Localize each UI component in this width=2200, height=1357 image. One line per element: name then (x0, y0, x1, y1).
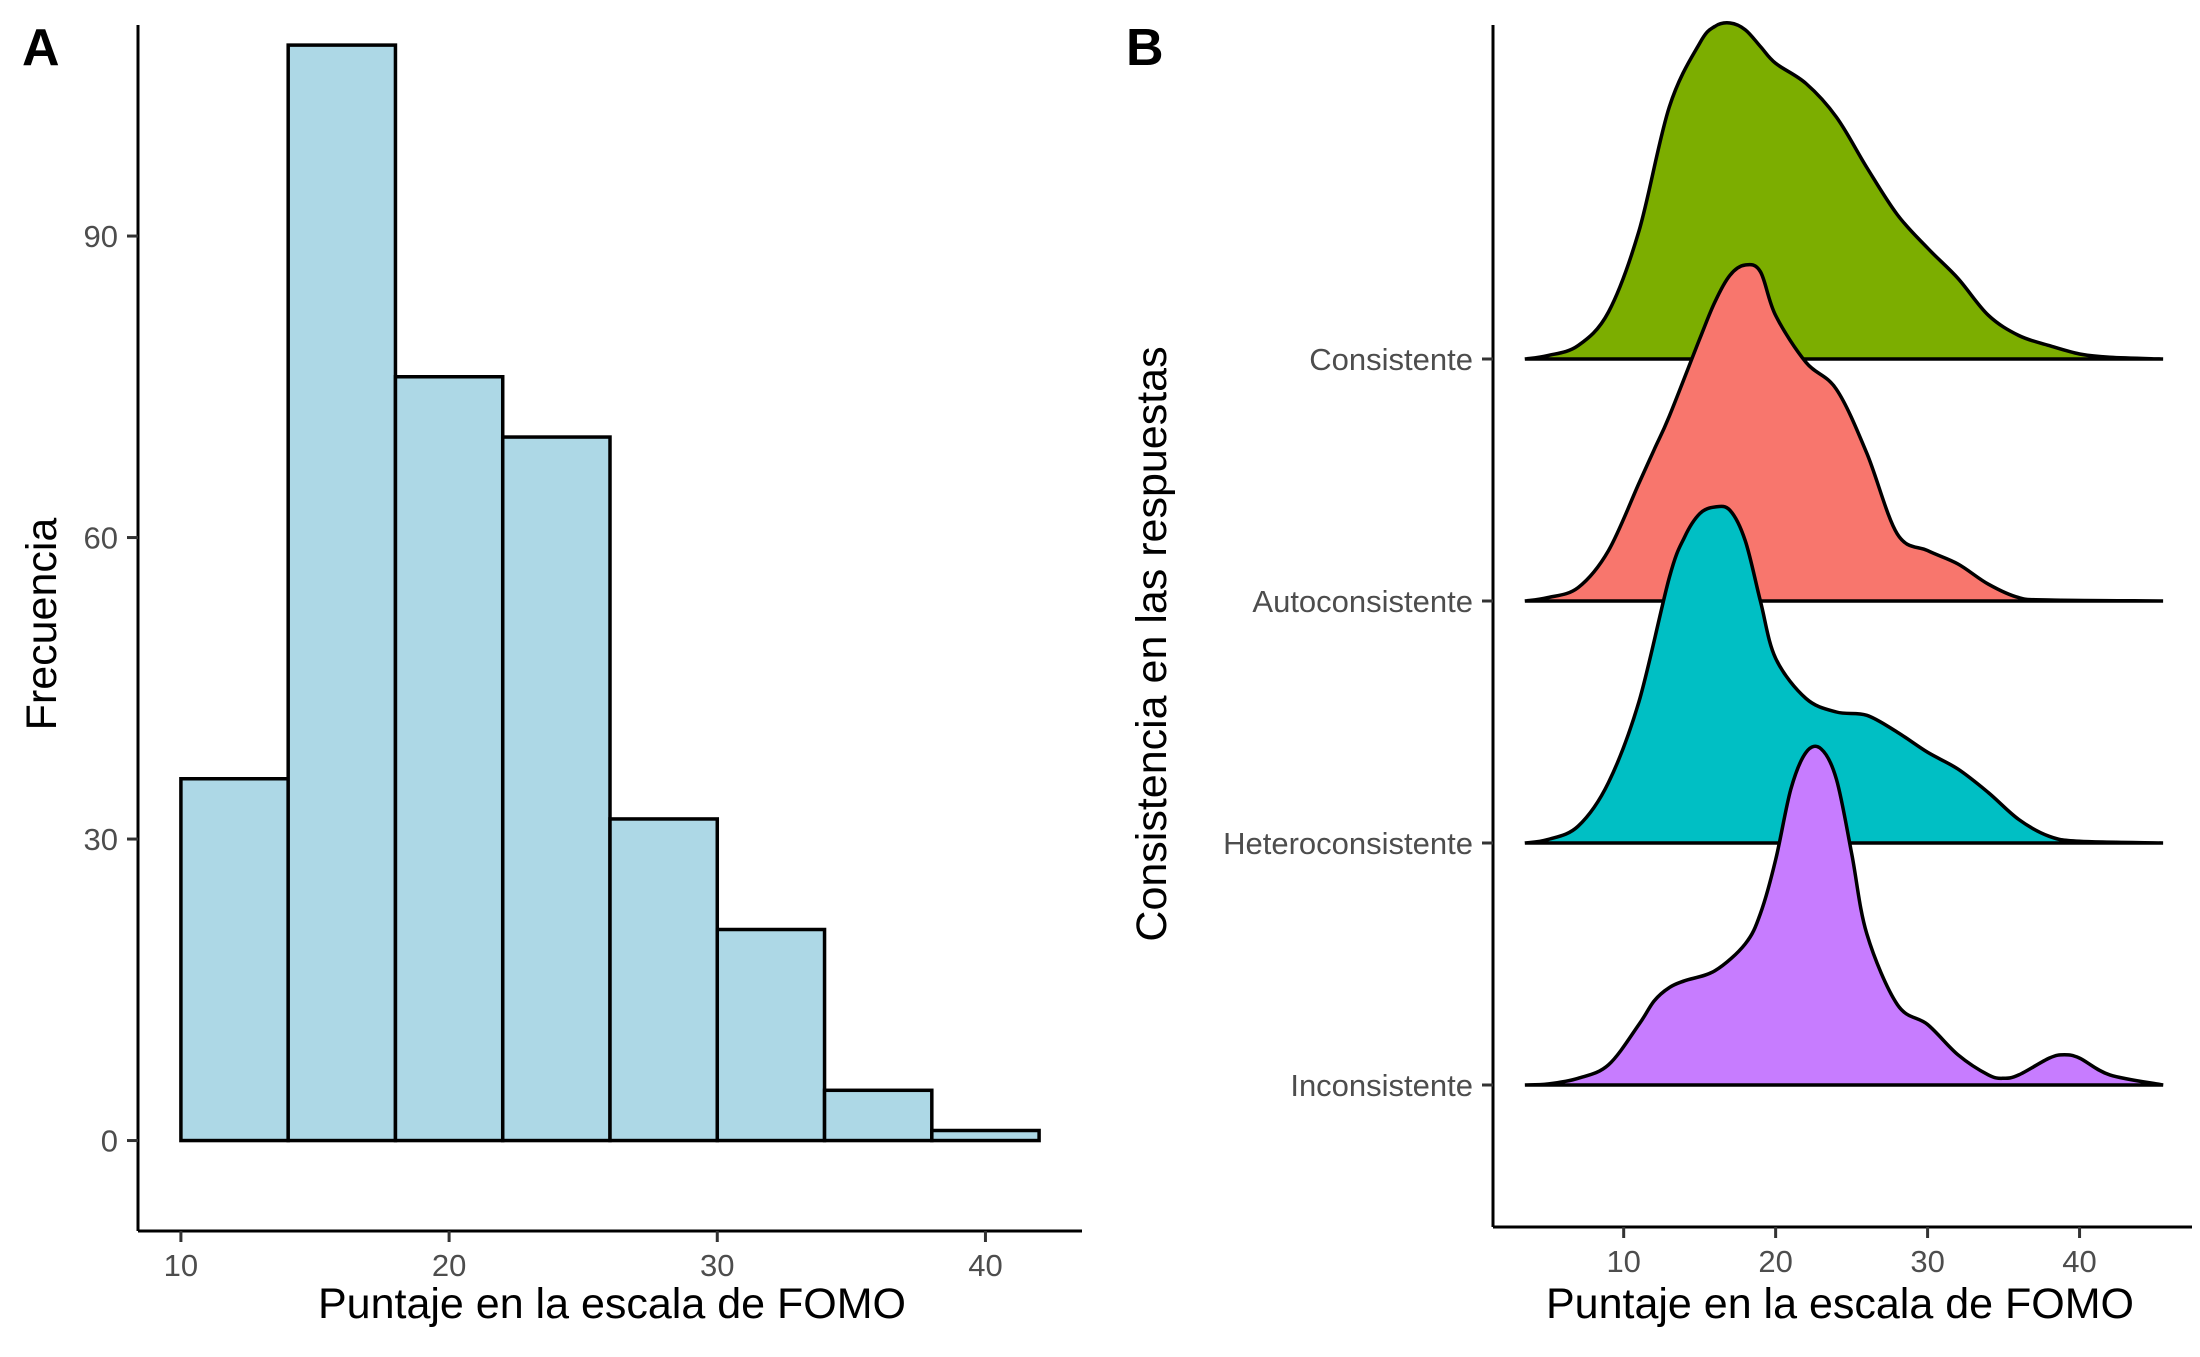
panel-a-x-tick-label: 40 (968, 1248, 1002, 1283)
panel-a-axes: 10 20 30 40 0 30 60 90 (84, 25, 1082, 1283)
histogram-bar-1 (179, 777, 290, 1143)
histogram-bar-4 (500, 435, 612, 1143)
panel-a-y-tick-label: 0 (101, 1124, 118, 1159)
histogram-bar-7 (822, 1088, 934, 1143)
panel-b-y-axis-title: Consistencia en las respuestas (1128, 346, 1176, 941)
panel-b-ridgeline: B 10 20 30 40 Consistente Autoconsistente Hete… (1126, 19, 2192, 1328)
panel-a-y-axis-title: Frecuencia (18, 518, 66, 731)
panel-b-x-tick-label: 40 (2062, 1244, 2096, 1279)
ridge-autoconsistente (1524, 262, 2164, 603)
panel-a-y-tick-label: 90 (84, 219, 118, 254)
panel-a-x-axis-title: Puntaje en la escala de FOMO (318, 1280, 906, 1328)
panel-b-y-tick-label-inconsistente: Inconsistente (1290, 1068, 1473, 1103)
panel-a-x-tick-label: 30 (700, 1248, 734, 1283)
panel-a-y-tick-label: 60 (84, 521, 118, 556)
histogram-bar-5 (608, 817, 720, 1143)
panel-b-y-tick-label-autoconsistente: Autoconsistente (1252, 584, 1473, 619)
panel-b-x-tick-label: 30 (1910, 1244, 1944, 1279)
panel-b-x-axis-title: Puntaje en la escala de FOMO (1546, 1280, 2134, 1328)
panel-a-histogram: A 10 20 30 40 0 30 60 90 Puntaje en la escala d… (18, 19, 1082, 1328)
histogram-bar-2 (286, 43, 398, 1143)
panel-a-x-tick-label: 10 (164, 1248, 198, 1283)
histogram-bar-6 (715, 927, 827, 1143)
ridge-consistente (1524, 21, 2164, 361)
panel-b-y-tick-label-consistente: Consistente (1309, 342, 1473, 377)
ridge-heteroconsistente (1524, 504, 2164, 845)
panel-b-y-tick-label-heteroconsistente: Heteroconsistente (1223, 826, 1473, 861)
histogram-bars (179, 43, 1041, 1143)
panel-b-axes: 10 20 30 40 Consistente Autoconsistente Hetero… (1223, 25, 2192, 1279)
histogram-bar-8 (930, 1128, 1041, 1143)
panel-a-tag: A (22, 19, 60, 77)
panel-a-y-tick-label: 30 (84, 822, 118, 857)
panel-b-x-tick-label: 20 (1758, 1244, 1792, 1279)
histogram-bar-3 (393, 375, 505, 1143)
panel-b-tag: B (1126, 19, 1164, 77)
ridge-inconsistente (1524, 744, 2164, 1087)
ridgeline-densities (1524, 21, 2164, 1087)
panel-b-x-tick-label: 10 (1606, 1244, 1640, 1279)
panel-a-x-tick-label: 20 (432, 1248, 466, 1283)
